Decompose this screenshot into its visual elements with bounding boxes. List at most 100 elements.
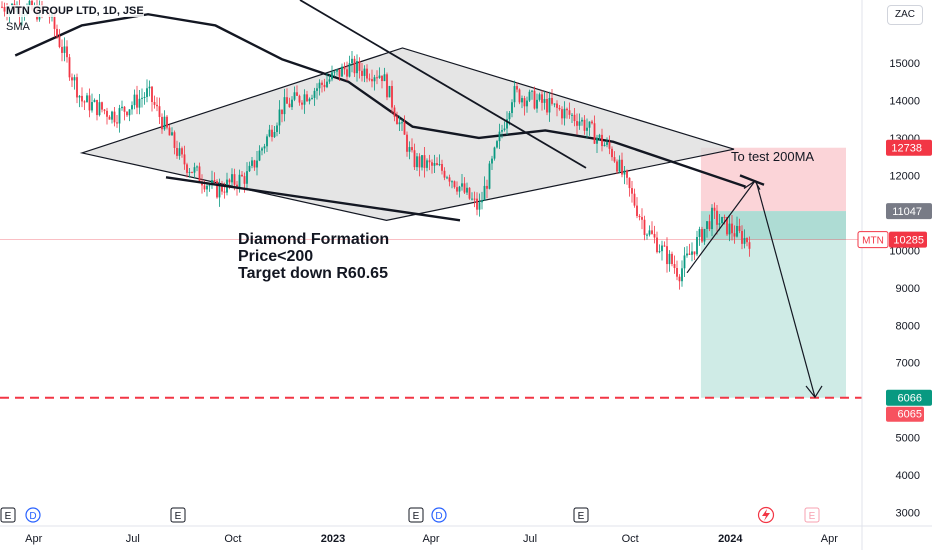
candle-body	[73, 77, 76, 81]
stop-price-tag	[886, 139, 932, 156]
candle-body	[401, 122, 403, 124]
candle-body	[641, 217, 643, 220]
earnings-marker[interactable]	[0, 507, 16, 523]
candle-body	[438, 164, 441, 166]
candle-body	[571, 114, 573, 116]
earnings-marker[interactable]	[804, 507, 820, 523]
candle-body	[636, 205, 638, 217]
candle-body	[428, 160, 431, 163]
time-axis-tick: Oct	[622, 533, 639, 545]
candle-body	[396, 116, 398, 125]
candle-body	[323, 84, 326, 88]
currency-button[interactable]: ZAC	[887, 5, 923, 25]
candle-body	[288, 103, 291, 108]
candle-body	[253, 160, 256, 168]
candle-body	[306, 94, 308, 102]
candle-body	[156, 104, 158, 107]
candle-body	[196, 166, 198, 168]
upper-trendline[interactable]	[299, 0, 587, 169]
candle-body	[193, 167, 196, 173]
candle-body	[688, 253, 691, 255]
candle-body	[153, 102, 156, 105]
candle-body	[693, 251, 696, 255]
candle-body	[388, 86, 391, 98]
candle-body	[623, 170, 626, 175]
price-axis-tick: 8000	[896, 320, 920, 332]
time-axis-tick: 2024	[718, 533, 743, 545]
candle-body	[261, 148, 263, 151]
price-axis-tick: 15000	[889, 58, 920, 70]
indicator-label[interactable]: SMA	[6, 21, 30, 33]
time-axis-tick: Apr	[821, 533, 838, 545]
candle-body	[171, 132, 173, 136]
candle-body	[88, 95, 91, 111]
earnings-marker[interactable]	[170, 507, 186, 523]
level-price-tag	[886, 406, 924, 422]
candle-body	[468, 187, 471, 199]
candle-body	[381, 75, 383, 82]
candle-body	[533, 90, 536, 109]
candle-body	[483, 185, 486, 201]
candle-body	[658, 251, 661, 253]
candle-body	[143, 96, 146, 98]
candle-body	[536, 99, 538, 109]
candle-body	[276, 125, 278, 133]
candle-body	[728, 223, 731, 235]
candle-body	[128, 109, 131, 116]
price-axis-tick: 5000	[896, 433, 920, 445]
candle-body	[541, 94, 543, 103]
candle-body	[613, 157, 616, 162]
price-axis-tick: 14000	[889, 95, 920, 107]
candle-body	[521, 98, 523, 103]
candle-body	[638, 216, 641, 218]
candle-body	[628, 177, 631, 189]
candle-body	[731, 223, 733, 234]
earnings-marker[interactable]	[573, 507, 589, 523]
candle-body	[553, 103, 556, 105]
candle-body	[518, 89, 521, 103]
ma-test-line[interactable]	[739, 174, 765, 186]
candle-body	[393, 107, 396, 117]
candle-body	[216, 181, 218, 198]
candle-body	[671, 253, 673, 265]
candle-body	[168, 127, 171, 136]
candle-body	[478, 202, 481, 210]
candle-body	[151, 86, 153, 103]
candle-body	[286, 97, 288, 104]
dividend-marker[interactable]	[25, 507, 41, 523]
candle-body	[318, 82, 321, 89]
candle-body	[406, 134, 408, 152]
target-arrow-line[interactable]	[755, 180, 816, 398]
candle-body	[708, 221, 711, 230]
candle-body	[471, 198, 473, 200]
candle-body	[528, 91, 531, 101]
candle-body	[338, 69, 341, 77]
candle-body	[53, 13, 56, 29]
candle-body	[293, 92, 296, 100]
lower-trendline[interactable]	[165, 176, 461, 222]
candle-body	[66, 46, 68, 58]
candle-body	[356, 61, 358, 74]
dividend-marker[interactable]	[431, 507, 447, 523]
candle-body	[633, 193, 636, 206]
rally-arrow-line[interactable]	[686, 180, 756, 274]
earnings-marker[interactable]	[408, 507, 424, 523]
ticker-tag-text: MTN	[862, 236, 884, 247]
candle-body	[586, 127, 588, 131]
candle-body	[678, 276, 681, 282]
earnings-marker-label: E	[175, 511, 182, 522]
candle-body	[673, 264, 676, 269]
rally-arrowhead	[743, 180, 761, 190]
candle-body	[453, 181, 456, 188]
time-axis-tick: 2023	[321, 533, 345, 545]
price-axis-tick: 7000	[896, 358, 920, 370]
candle-body	[373, 77, 376, 82]
candle-body	[198, 166, 201, 182]
candle-body	[243, 176, 246, 184]
candle-body	[321, 82, 323, 85]
symbol-title[interactable]: MTN GROUP LTD, 1D, JSE	[6, 5, 144, 17]
candle-body	[203, 185, 206, 190]
candle-body	[578, 121, 581, 126]
